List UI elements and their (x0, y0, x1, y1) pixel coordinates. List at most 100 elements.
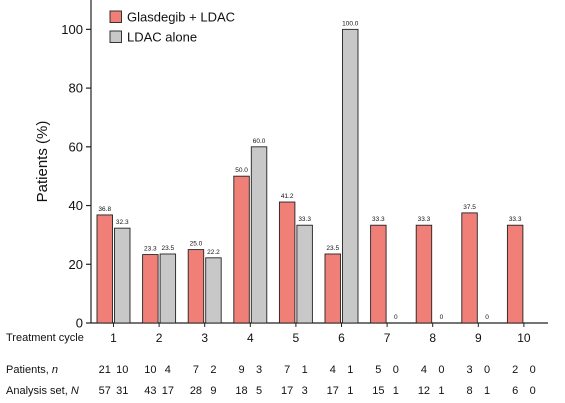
table-row-label-symbol: n (52, 364, 58, 376)
bar-glasdegib-ldac (461, 212, 478, 324)
table-cell: 7 (193, 364, 199, 376)
table-row-label-text: Patients, (6, 364, 52, 376)
bar-data-label: 60.0 (253, 138, 266, 145)
table-cell: 28 (190, 385, 202, 397)
legend-swatch-ldac-alone (109, 30, 122, 43)
table-cell: 17 (327, 385, 339, 397)
table-cell: 2 (210, 364, 216, 376)
table-cell: 9 (238, 364, 244, 376)
table-cell: 3 (302, 385, 308, 397)
x-tick-label: 5 (293, 331, 300, 345)
x-tick-label: 8 (429, 331, 436, 345)
bar-data-label: 37.5 (463, 204, 476, 211)
legend-label: LDAC alone (127, 30, 197, 45)
table-cell: 18 (235, 385, 247, 397)
bar-ldac-alone (342, 28, 359, 324)
bar-data-label: 0 (394, 314, 398, 321)
table-cell: 0 (530, 385, 536, 397)
bar-glasdegib-ldac (415, 224, 433, 324)
table-cell: 43 (144, 385, 156, 397)
y-tick-label: 0 (76, 316, 83, 331)
bar-glasdegib-ldac (233, 175, 250, 324)
bar-data-label: 0 (485, 314, 489, 321)
table-row-label: Patients, n (6, 364, 58, 376)
table-cell: 5 (256, 385, 262, 397)
bar-data-label: 23.3 (144, 246, 157, 253)
table-cell: 1 (484, 385, 490, 397)
legend-swatch-glasdegib-ldac (109, 10, 122, 23)
table-cell: 0 (438, 364, 444, 376)
bar-glasdegib-ldac (187, 249, 205, 324)
bar-data-label: 100.0 (342, 20, 359, 27)
legend-label: Glasdegib + LDAC (127, 10, 235, 25)
bar-data-label: 32.3 (116, 219, 129, 226)
bar-ldac-alone (250, 146, 268, 324)
table-cell: 21 (99, 364, 111, 376)
table-cell: 9 (210, 385, 216, 397)
bar-data-label: 22.2 (207, 249, 220, 256)
x-tick-label: 1 (110, 331, 117, 345)
x-tick-label: 7 (384, 331, 391, 345)
table-cell: 0 (484, 364, 490, 376)
bar-ldac-alone (296, 224, 313, 324)
bar-ldac-alone (159, 253, 177, 324)
bar-data-label: 36.8 (98, 206, 111, 213)
table-cell: 5 (375, 364, 381, 376)
table-cell: 1 (438, 385, 444, 397)
bar-data-label: 23.5 (162, 245, 175, 252)
table-cell: 1 (302, 364, 308, 376)
x-tick-label: 9 (475, 331, 482, 345)
table-cell: 2 (512, 364, 518, 376)
bar-data-label: 23.5 (326, 245, 339, 252)
table-cell: 10 (116, 364, 128, 376)
bar-ldac-alone (205, 257, 222, 324)
y-tick-label: 40 (69, 198, 83, 213)
table-cell: 4 (330, 364, 336, 376)
table-cell: 15 (372, 385, 384, 397)
x-tick-label: 10 (517, 331, 531, 345)
table-cell: 6 (512, 385, 518, 397)
bar-data-label: 33.3 (298, 216, 311, 223)
bar-data-label: 25.0 (190, 241, 203, 248)
bar-data-label: 33.3 (509, 216, 522, 223)
table-cell: 10 (144, 364, 156, 376)
table-cell: 7 (284, 364, 290, 376)
bar-ldac-alone (114, 227, 131, 324)
table-cell: 4 (165, 364, 171, 376)
table-cell: 1 (393, 385, 399, 397)
table-cell: 0 (530, 364, 536, 376)
y-tick-label: 60 (69, 139, 83, 154)
table-cell: 17 (281, 385, 293, 397)
table-row-label-symbol: N (71, 385, 79, 397)
table-row-label-text: Analysis set, (6, 385, 71, 397)
x-tick-label: 6 (338, 331, 345, 345)
table-cell: 3 (256, 364, 262, 376)
table-cell: 8 (466, 385, 472, 397)
x-tick-label: 2 (156, 331, 163, 345)
table-cell: 12 (418, 385, 430, 397)
table-cell: 3 (466, 364, 472, 376)
x-tick-label: 4 (247, 331, 254, 345)
y-tick-label: 20 (69, 257, 83, 272)
bar-glasdegib-ldac (142, 254, 159, 324)
table-row-label: Analysis set, N (6, 385, 79, 397)
bar-data-label: 33.3 (372, 216, 385, 223)
bar-data-label: 0 (440, 314, 444, 321)
bar-data-label: 41.2 (281, 193, 294, 200)
x-tick-label: 3 (201, 331, 208, 345)
table-cell: 0 (393, 364, 399, 376)
y-tick-label: 80 (69, 81, 83, 96)
y-tick-label: 100 (61, 22, 83, 37)
y-axis-title: Patients (%) (34, 121, 51, 203)
bar-data-label: 33.3 (418, 216, 431, 223)
table-cell: 17 (162, 385, 174, 397)
table-cell: 31 (116, 385, 128, 397)
x-axis-title: Treatment cycle (6, 332, 84, 344)
table-cell: 1 (347, 364, 353, 376)
bar-glasdegib-ldac (370, 224, 387, 324)
bar-glasdegib-ldac (278, 201, 296, 324)
bar-glasdegib-ldac (96, 214, 113, 324)
bar-data-label: 50.0 (235, 167, 248, 174)
table-cell: 1 (347, 385, 353, 397)
